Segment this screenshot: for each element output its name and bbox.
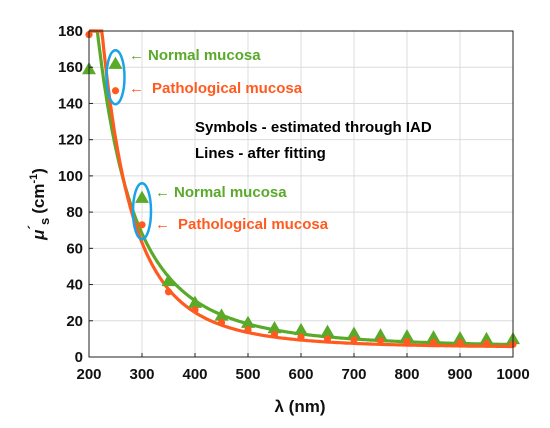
data-point-normal-mucosa (400, 329, 414, 342)
data-point-normal-mucosa (161, 273, 176, 287)
y-axis-label-unit-open: (cm (29, 184, 48, 214)
annotation-2-normal-arrow: ← (155, 184, 170, 201)
note-line-2: Lines - after fitting (195, 145, 326, 162)
data-point-normal-mucosa (214, 308, 229, 321)
x-tick-label: 1000 (496, 366, 529, 383)
annotation-1-pathological-label: Pathological mucosa (152, 80, 303, 97)
data-point-normal-mucosa (294, 322, 308, 336)
y-tick-label: 40 (66, 277, 83, 294)
x-tick-label: 400 (182, 366, 207, 383)
data-point-normal-mucosa (373, 328, 388, 341)
y-axis-label-mu: μ (29, 229, 48, 241)
highlight-ellipse-1 (105, 48, 126, 106)
data-point-normal-mucosa (320, 324, 335, 337)
data-point-pathological-mucosa (244, 326, 252, 334)
annotation-1-pathological-arrow: ← (129, 80, 144, 97)
data-points (82, 31, 520, 348)
y-axis-label-prime: ´ (25, 225, 41, 230)
data-point-normal-mucosa (241, 315, 255, 328)
data-point-pathological-mucosa (350, 336, 358, 344)
x-tick-label: 700 (341, 366, 366, 383)
y-axis-label-unit-close: ) (29, 168, 48, 174)
x-tick-label: 500 (235, 366, 260, 383)
x-tick-label: 200 (76, 366, 101, 383)
data-point-normal-mucosa (479, 331, 494, 345)
data-point-pathological-mucosa (456, 338, 464, 347)
data-point-pathological-mucosa (191, 306, 199, 314)
annotation-1-markers (108, 56, 123, 95)
y-tick-label: 120 (58, 132, 83, 149)
annotation-2-normal-label: Normal mucosa (174, 184, 287, 201)
y-axis-label-sub: s (37, 218, 52, 225)
data-point-pathological-mucosa (270, 330, 279, 338)
annotation-1-normal-arrow: ← (129, 47, 144, 64)
y-tick-labels: 0 20 40 60 80 100 120 140 160 180 (58, 23, 93, 366)
highlight-ellipse-2 (131, 181, 153, 241)
y-tick-label: 140 (58, 95, 83, 112)
annotation-marker-normal (135, 190, 149, 203)
note-line-1: Symbols - estimated through IAD (195, 119, 432, 136)
x-axis-label: λ (nm) (275, 397, 326, 416)
y-axis-label: μ´s (cm-1) (25, 168, 52, 241)
data-point-normal-mucosa (347, 326, 361, 339)
y-tick-label: 100 (58, 168, 83, 185)
data-point-normal-mucosa (188, 295, 202, 308)
data-point-normal-mucosa (267, 321, 282, 334)
annotation-1-normal-label: Normal mucosa (148, 47, 261, 64)
y-tick-label: 180 (58, 23, 83, 40)
data-point-normal-mucosa (453, 330, 467, 344)
annotation-marker-pathological (138, 221, 146, 229)
data-point-pathological-mucosa (403, 338, 411, 346)
x-tick-label: 800 (394, 366, 419, 383)
annotation-2-pathological-arrow: ← (155, 216, 170, 233)
data-point-pathological-mucosa (429, 338, 438, 347)
data-point-pathological-mucosa (376, 337, 385, 345)
annotation-marker-normal (108, 56, 123, 69)
y-tick-label: 160 (58, 59, 83, 76)
data-point-pathological-mucosa (164, 288, 173, 296)
y-tick-label: 20 (66, 313, 83, 330)
data-point-normal-mucosa (426, 330, 441, 343)
x-tick-label: 300 (129, 366, 154, 383)
data-point-pathological-mucosa (217, 318, 226, 327)
annotation-2-markers (135, 190, 149, 229)
x-tick-label: 600 (288, 366, 313, 383)
annotation-marker-pathological (111, 87, 120, 95)
data-point-pathological-mucosa (323, 335, 332, 343)
data-point-pathological-mucosa (297, 333, 305, 341)
grid (88, 30, 514, 358)
y-tick-label: 80 (66, 204, 83, 221)
y-tick-label: 0 (75, 349, 83, 366)
y-axis-label-unit-exp: -1 (28, 174, 40, 184)
data-point-pathological-mucosa (482, 339, 491, 348)
x-tick-label: 900 (447, 366, 472, 383)
y-tick-label: 60 (66, 240, 83, 257)
x-tick-labels: 200 300 400 500 600 700 800 900 1000 (76, 353, 530, 383)
annotation-2-pathological-label: Pathological mucosa (178, 216, 329, 233)
